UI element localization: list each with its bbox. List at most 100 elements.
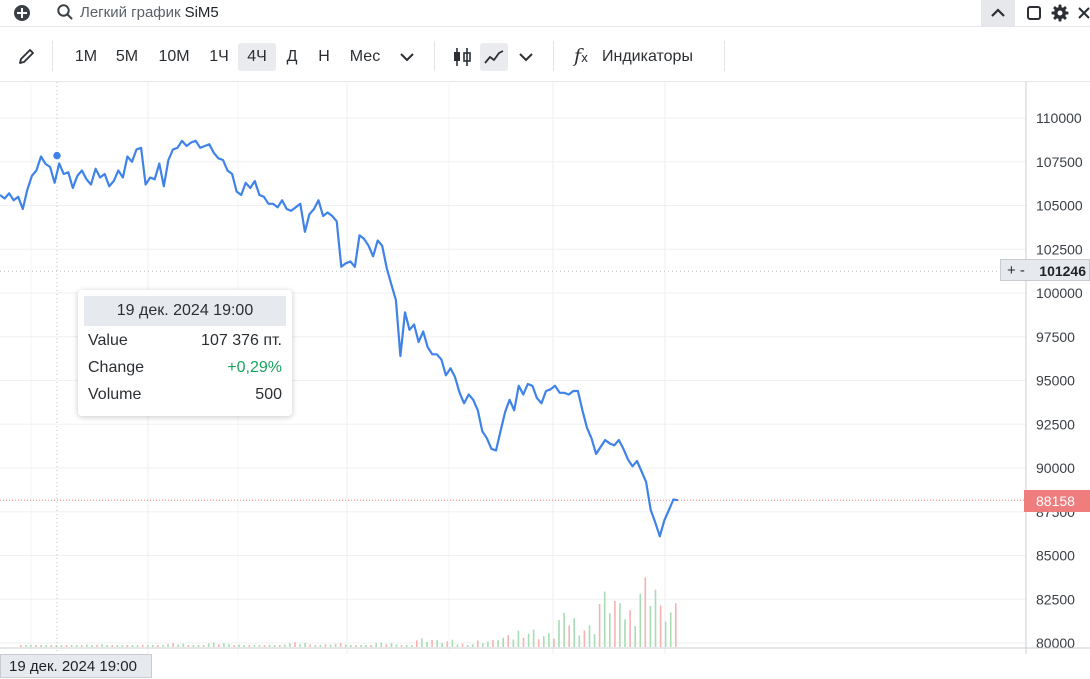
volume-bar	[487, 641, 489, 647]
volume-bar	[55, 645, 58, 647]
tooltip-date: 19 дек. 2024 19:00	[84, 296, 286, 326]
volume-bar	[152, 645, 154, 647]
volume-bar	[65, 645, 68, 647]
interval-5m[interactable]: 5М	[115, 48, 139, 65]
volume-bar	[50, 645, 53, 647]
crosshair-price-value: 101246	[1039, 263, 1086, 279]
volume-bar	[512, 639, 515, 647]
pencil-icon[interactable]	[12, 43, 40, 71]
volume-bar	[568, 625, 570, 647]
volume-bar	[96, 644, 98, 647]
volume-bar	[218, 644, 220, 647]
volume-bar	[634, 626, 636, 647]
volume-bar	[101, 644, 103, 647]
volume-bar	[202, 645, 205, 647]
volume-bar	[380, 642, 383, 647]
chevron-down-icon[interactable]	[512, 43, 540, 71]
price-series-line	[0, 139, 679, 538]
search-icon[interactable]	[56, 3, 74, 21]
gear-icon[interactable]	[1050, 3, 1070, 23]
toolbar-divider	[52, 41, 53, 71]
volume-bar	[253, 645, 256, 647]
volume-bar	[141, 644, 144, 647]
plus-minus-icon[interactable]: + -	[1007, 262, 1025, 279]
volume-bar	[532, 629, 535, 647]
volume-bar	[284, 644, 286, 647]
volume-bar	[603, 591, 606, 647]
y-tick-label: 102500	[1036, 241, 1083, 257]
volume-bar	[162, 645, 164, 647]
volume-bar	[649, 606, 652, 647]
volume-bar	[507, 635, 509, 647]
volume-bar	[111, 645, 113, 647]
search-input[interactable]: Легкий график SiM5	[80, 4, 219, 21]
tooltip-key: Change	[88, 359, 145, 376]
volume-bar	[543, 636, 545, 647]
line-chart-icon[interactable]	[480, 43, 508, 71]
chart-toolbar: 1М 5М 10М 1Ч 4Ч Д Н Мес fx Индикаторы	[0, 27, 1090, 82]
volume-bar	[405, 645, 408, 648]
window-square-icon[interactable]	[1024, 3, 1044, 23]
volume-bar	[436, 640, 438, 647]
volume-bar	[60, 645, 63, 647]
chevron-up-icon	[991, 8, 1005, 17]
candlestick-icon[interactable]	[448, 43, 476, 71]
volume-bar	[207, 643, 210, 647]
volume-bar	[395, 644, 398, 647]
volume-bar	[324, 644, 327, 647]
volume-bar	[279, 645, 281, 647]
crosshair-date-label: 19 дек. 2024 19:00	[0, 654, 152, 678]
volume-bar	[669, 612, 672, 647]
volume-bar	[411, 645, 413, 647]
interval-10m[interactable]: 10М	[158, 48, 190, 65]
tooltip-value: 500	[255, 386, 282, 403]
volume-bar	[527, 633, 530, 647]
volume-bar	[416, 640, 418, 647]
y-tick-label: 105000	[1036, 198, 1083, 214]
volume-bar	[593, 634, 596, 647]
volume-bar	[583, 630, 586, 647]
volume-bar	[116, 645, 119, 647]
volume-bar	[375, 643, 377, 647]
volume-bar	[624, 619, 626, 647]
volume-bar	[659, 605, 662, 647]
volume-bar	[578, 635, 581, 647]
volume-bar	[177, 644, 179, 647]
volume-bar	[192, 645, 195, 647]
interval-1m[interactable]: 1М	[74, 48, 98, 65]
volume-bar	[426, 641, 428, 647]
volume-bar	[268, 644, 271, 647]
volume-bar	[350, 645, 352, 647]
tooltip-key: Volume	[88, 386, 142, 403]
volume-bar	[30, 645, 32, 647]
interval-month[interactable]: Мес	[349, 48, 381, 65]
volume-bar	[75, 645, 78, 647]
collapse-button[interactable]	[981, 0, 1015, 26]
volume-bar	[461, 643, 464, 647]
add-circle-icon[interactable]	[12, 3, 32, 23]
volume-bar	[345, 644, 347, 647]
close-icon[interactable]	[1074, 3, 1090, 23]
volume-bar	[619, 603, 621, 647]
y-tick-label: 100000	[1036, 285, 1083, 301]
volume-bar	[563, 612, 565, 647]
volume-bar	[456, 644, 459, 647]
interval-week[interactable]: Н	[318, 48, 330, 65]
volume-bar	[654, 589, 657, 647]
indicators-button[interactable]: fx Индикаторы	[570, 43, 710, 71]
volume-bar	[370, 645, 372, 647]
chevron-down-icon[interactable]	[393, 43, 421, 71]
volume-bar	[522, 637, 525, 647]
interval-4h[interactable]: 4Ч	[238, 43, 276, 71]
crosshair-price-label[interactable]: + - 101246	[1000, 259, 1090, 281]
volume-bar	[502, 637, 504, 647]
interval-day[interactable]: Д	[286, 48, 298, 65]
volume-bar	[517, 630, 520, 647]
volume-bar	[477, 640, 479, 647]
volume-bar	[471, 644, 474, 647]
volume-bar	[309, 644, 311, 647]
volume-bar	[299, 644, 301, 647]
interval-1h[interactable]: 1Ч	[209, 48, 229, 65]
volume-bar	[548, 633, 550, 647]
volume-bar	[233, 645, 235, 647]
